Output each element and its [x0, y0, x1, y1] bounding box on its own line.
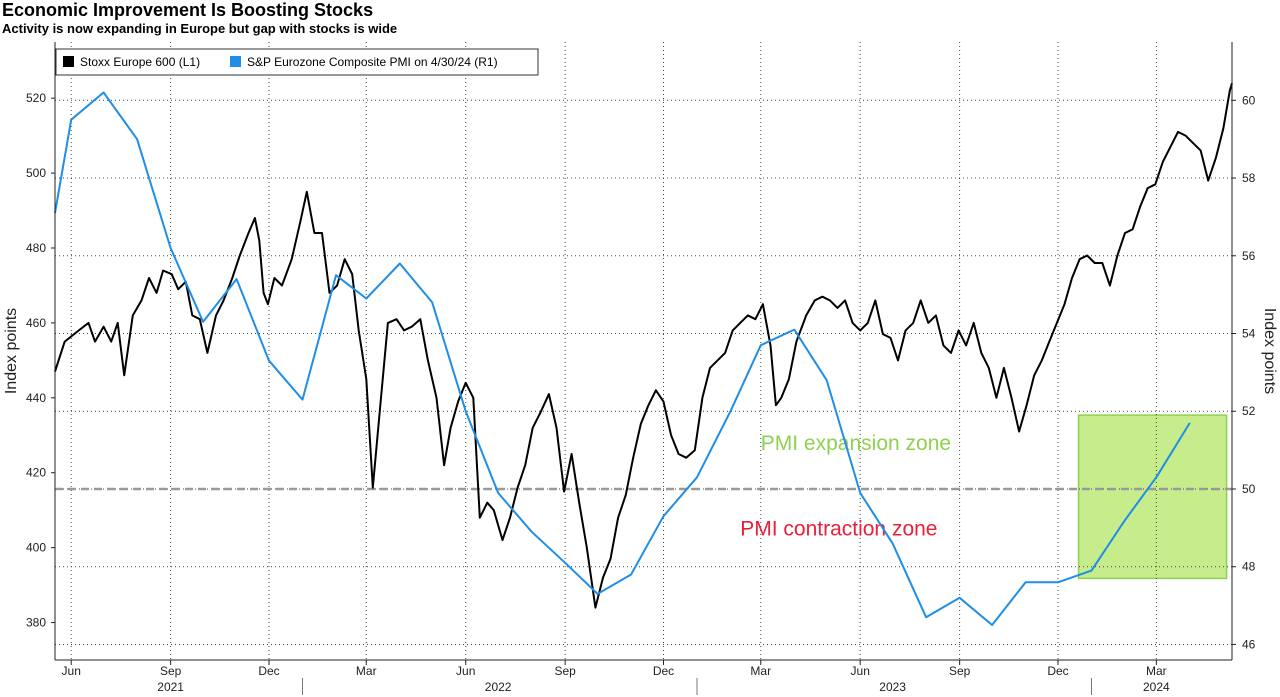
x-tick-label: Dec — [1047, 664, 1068, 678]
y-left-tick-label: 460 — [26, 316, 46, 330]
legend-swatch-stoxx — [63, 56, 74, 67]
annotation-contraction: PMI contraction zone — [740, 518, 937, 541]
x-tick-label: Jun — [851, 664, 870, 678]
legend-swatch-pmi — [230, 56, 241, 67]
x-year-label: 2023 — [879, 680, 906, 694]
x-tick-label: Sep — [949, 664, 971, 678]
x-tick-label: Mar — [1146, 664, 1167, 678]
y-right-tick-label: 54 — [1242, 327, 1256, 341]
x-tick-label: Dec — [653, 664, 674, 678]
y-axis-left-label: Index points — [3, 308, 20, 394]
y-left-tick-label: 480 — [26, 241, 46, 255]
y-right-tick-label: 60 — [1242, 93, 1256, 107]
series-line-pmi — [54, 91, 1191, 626]
y-left-tick-label: 520 — [26, 91, 46, 105]
y-right-tick-label: 56 — [1242, 249, 1256, 263]
y-axis-right-label: Index points — [1261, 308, 1278, 394]
series-line-stoxx — [54, 82, 1233, 609]
highlight-box — [1077, 414, 1228, 580]
x-tick-label: Sep — [554, 664, 576, 678]
x-year-label: 2021 — [157, 680, 184, 694]
legend-label-pmi: S&P Eurozone Composite PMI on 4/30/24 (R… — [247, 55, 498, 69]
y-right-tick-label: 48 — [1242, 560, 1256, 574]
y-left-tick-label: 420 — [26, 466, 46, 480]
y-right-tick-label: 46 — [1242, 637, 1256, 651]
y-right-tick-label: 52 — [1242, 404, 1256, 418]
x-tick-label: Dec — [258, 664, 279, 678]
data-marks — [54, 82, 1233, 626]
legend-label-stoxx: Stoxx Europe 600 (L1) — [80, 55, 200, 69]
x-year-label: 2022 — [485, 680, 512, 694]
y-left-tick-label: 380 — [26, 616, 46, 630]
axes: 380 400 420 440 460 480 500 520 46 48 50 52 54 56 58 60… — [26, 42, 1256, 695]
y-left-tick-label: 400 — [26, 541, 46, 555]
y-right-tick-label: 50 — [1242, 482, 1256, 496]
annotation-expansion: PMI expansion zone — [761, 432, 951, 455]
y-right-tick-label: 58 — [1242, 171, 1256, 185]
x-tick-label: Mar — [750, 664, 771, 678]
chart-subtitle: Activity is now expanding in Europe but … — [2, 21, 398, 36]
x-year-label: 2024 — [1143, 680, 1170, 694]
y-left-tick-label: 500 — [26, 166, 46, 180]
grid — [55, 42, 1232, 660]
x-tick-label: Sep — [160, 664, 182, 678]
legend-frame — [55, 48, 539, 76]
x-tick-label: Mar — [356, 664, 377, 678]
x-tick-label: Jun — [62, 664, 81, 678]
chart-title: Economic Improvement Is Boosting Stocks — [2, 0, 374, 20]
y-left-tick-label: 440 — [26, 391, 46, 405]
x-tick-label: Jun — [456, 664, 475, 678]
legend: Stoxx Europe 600 (L1) S&P Eurozone Compo… — [55, 48, 539, 76]
